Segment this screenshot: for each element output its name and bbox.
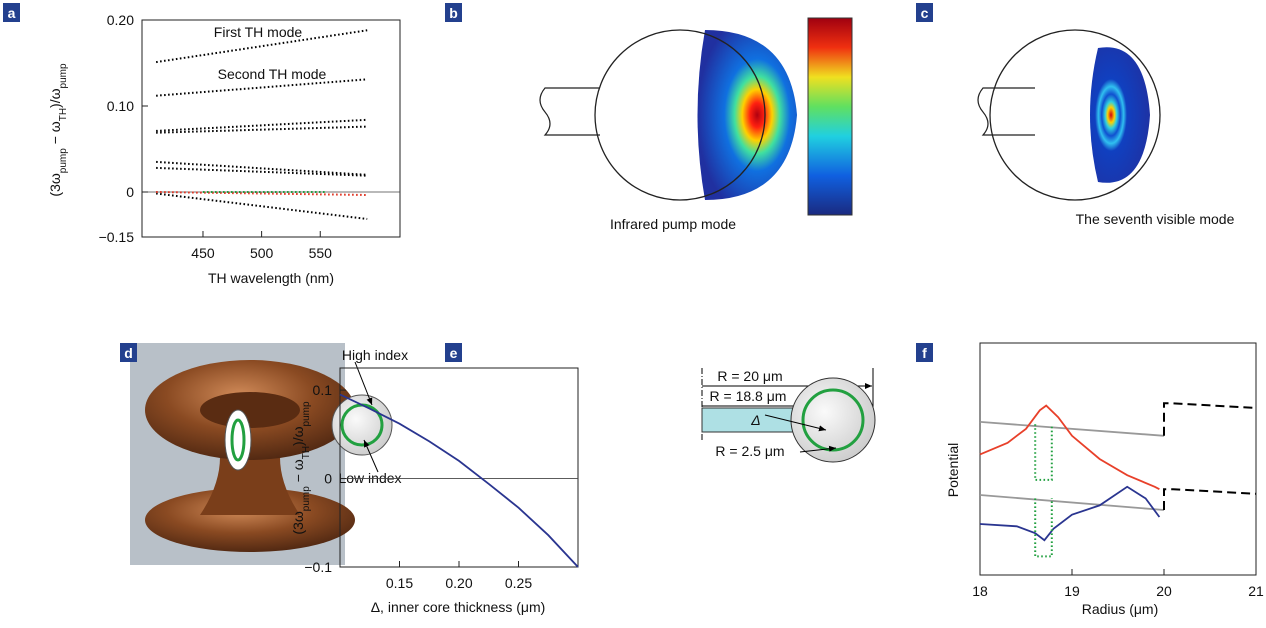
x-tick-label: 550: [309, 245, 333, 261]
y-tick-label: 0.20: [107, 12, 134, 28]
x-axis-label: Δ, inner core thickness (μm): [371, 599, 546, 615]
series-line: [1035, 498, 1052, 556]
torus-hole: [200, 392, 300, 428]
x-tick-label: 21: [1248, 583, 1264, 599]
panel-label: a: [8, 5, 16, 21]
figure: Infrared pump mode The seventh visible m…: [0, 0, 1266, 623]
panel-label: f: [922, 345, 927, 361]
series-line: [1164, 403, 1256, 436]
y-axis-label-part: Potential: [945, 443, 961, 497]
y-axis-label-part: pump: [58, 148, 69, 173]
annotation: Low index: [338, 470, 401, 486]
series-line: [980, 487, 1159, 540]
series-line: [1164, 489, 1256, 510]
inset: R = 20 μm R = 18.8 μm Δ R = 2.5 μm: [702, 368, 875, 462]
panel-label: e: [450, 345, 458, 361]
panel-b: Infrared pump mode: [540, 18, 852, 232]
annotation: R = 20 μm: [717, 368, 782, 384]
mode-profile: [698, 30, 798, 200]
panel-label: c: [921, 5, 929, 21]
y-axis-label-part: pump: [301, 486, 312, 511]
y-tick-label: 0.10: [107, 98, 134, 114]
plot-frame: [142, 20, 400, 237]
y-axis-label-part: − ω: [47, 121, 63, 148]
caption: Infrared pump mode: [610, 216, 736, 232]
series-line: [156, 192, 367, 195]
series-line: [156, 168, 367, 176]
panel-d: High index Low index: [130, 343, 408, 565]
annotation: Second TH mode: [218, 66, 327, 82]
y-tick-label: 0: [324, 471, 332, 487]
mode-profile: [1090, 47, 1150, 183]
y-axis-label-part: TH: [58, 108, 69, 121]
fiber: [540, 88, 600, 135]
annotation: First TH mode: [214, 24, 303, 40]
annotation: High index: [342, 347, 408, 363]
y-axis-label-part: )/ω: [47, 88, 63, 108]
y-tick-label: 0: [126, 184, 134, 200]
y-axis-label-part: − ω: [290, 459, 306, 486]
plot-frame: [980, 343, 1256, 575]
fiber: [978, 88, 1035, 135]
y-axis-label: (3ωpump − ωTH)/ωpump: [47, 63, 69, 197]
x-tick-label: 0.15: [386, 575, 413, 591]
series-line: [980, 422, 1164, 436]
annotation: R = 18.8 μm: [710, 388, 787, 404]
series-line: [156, 120, 367, 131]
panel-label: d: [124, 345, 133, 361]
series-line: [980, 406, 1159, 490]
y-axis-label-part: TH: [301, 446, 312, 459]
x-tick-label: 19: [1064, 583, 1080, 599]
x-tick-label: 0.20: [445, 575, 472, 591]
x-tick-label: 0.25: [505, 575, 532, 591]
series-line: [156, 127, 367, 133]
y-axis-label: Potential: [945, 443, 961, 497]
colorbar: [808, 18, 852, 215]
y-axis-label-part: pump: [301, 401, 312, 426]
series-line: [156, 162, 367, 175]
x-tick-label: 20: [1156, 583, 1172, 599]
x-axis-label: Radius (μm): [1082, 601, 1159, 617]
series-line: [980, 495, 1164, 510]
series-line: [156, 194, 367, 220]
y-axis-label-part: pump: [58, 63, 69, 88]
y-tick-label: −0.15: [99, 229, 135, 245]
panel-label: b: [449, 5, 458, 21]
y-axis-label-part: (3ω: [290, 511, 306, 534]
x-tick-label: 500: [250, 245, 274, 261]
panel-c: The seventh visible mode: [978, 30, 1235, 227]
x-tick-label: 18: [972, 583, 988, 599]
x-tick-label: 450: [191, 245, 215, 261]
y-tick-label: 0.1: [313, 382, 333, 398]
annotation: Δ: [750, 412, 760, 428]
x-axis-label: TH wavelength (nm): [208, 270, 334, 286]
annotation: R = 2.5 μm: [715, 443, 784, 459]
y-axis-label-part: (3ω: [47, 173, 63, 196]
caption: The seventh visible mode: [1076, 211, 1235, 227]
series-line: [1035, 424, 1052, 480]
y-tick-label: −0.1: [304, 559, 332, 575]
y-axis-label-part: )/ω: [290, 426, 306, 446]
fiber: [702, 408, 797, 432]
